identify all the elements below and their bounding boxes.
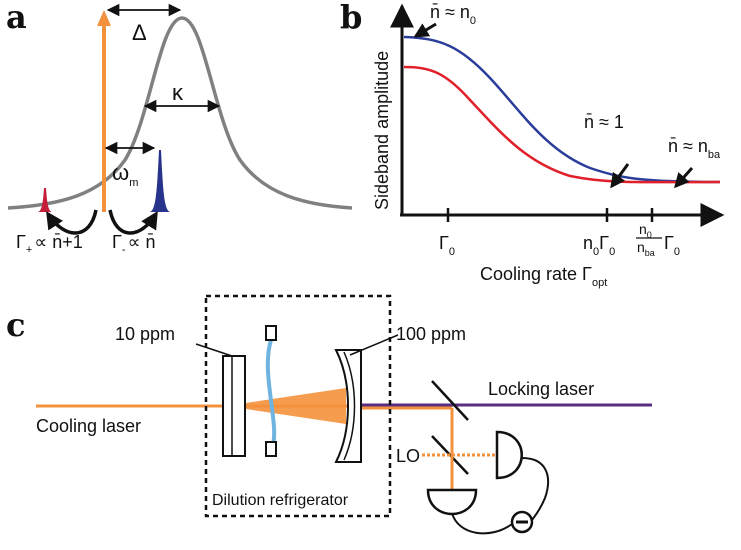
leader-100ppm [349, 334, 399, 356]
gamma-plus-label: Γ+ ∝ n̄+1 [16, 232, 83, 256]
dilution-refrigerator-label: Dilution refrigerator [212, 492, 349, 509]
membrane [265, 339, 277, 451]
detector-right [495, 430, 523, 480]
blue-sideband-peak [150, 150, 170, 212]
gamma-minus-label: Γ- ∝ n̄ [112, 232, 155, 256]
panel-label-b: b [340, 0, 362, 36]
leader-10ppm [195, 343, 233, 357]
panel-a: a Δ κ ωm Γ+ ∝ n̄+1 Γ- ∝ n̄ [6, 0, 353, 256]
panel-c: c Dilution refrigerator 10 ppm 100 ppm C… [6, 294, 652, 535]
dilution-refrigerator-box [204, 294, 392, 518]
annotation-nba: n̄ ≈ nba [668, 136, 721, 161]
cavity-mode [246, 388, 346, 424]
blue-curve [403, 35, 721, 184]
tick-label-frac: n0 nba Γ0 [636, 221, 680, 258]
svg-text:nba: nba [637, 239, 655, 258]
label-100ppm: 100 ppm [396, 324, 466, 344]
gamma-plus-arrow [46, 209, 98, 235]
curved-mirror [334, 349, 362, 463]
x-axis-label: Cooling rate Γopt [480, 264, 607, 289]
membrane-clamp-bottom [265, 441, 277, 457]
y-axis-label: Sideband amplitude [372, 51, 392, 210]
gamma-minus-arrow [108, 209, 158, 235]
annotation-n1-arrow [610, 163, 630, 189]
beam-splitter-1 [431, 380, 469, 421]
annotation-nba-arrow [674, 167, 694, 189]
panel-label-c: c [6, 306, 25, 344]
pump-arrowhead [97, 10, 111, 26]
svg-text:n0: n0 [639, 221, 652, 240]
label-10ppm: 10 ppm [115, 324, 175, 344]
tick-label-gamma0: Γ0 [439, 233, 455, 258]
red-sideband-peak [38, 188, 52, 212]
lo-label: LO [396, 446, 420, 466]
omega-label: ωm [112, 160, 138, 189]
detector-bottom [426, 488, 478, 516]
kappa-label: κ [172, 80, 184, 105]
svg-text:Γ0: Γ0 [664, 233, 680, 258]
annotation-n0-arrow [413, 22, 437, 38]
red-curve [403, 65, 721, 184]
annotation-n1: n̄ ≈ 1 [584, 112, 624, 132]
delta-label: Δ [132, 20, 147, 45]
flat-mirror [222, 355, 246, 457]
annotation-n0: n̄ ≈ n0 [430, 2, 476, 27]
detector-wire-bottom [451, 512, 513, 535]
panel-b: b Sideband amplitude Γ0 n0Γ0 n0 nba Γ0 C… [340, 0, 725, 289]
cooling-laser-label: Cooling laser [36, 416, 141, 436]
detector-wire-right [521, 457, 549, 521]
tick-label-n0gamma0: n0Γ0 [583, 233, 615, 258]
cavity-lorentzian [7, 16, 353, 210]
locking-laser-label: Locking laser [488, 379, 594, 399]
membrane-clamp-top [265, 325, 277, 341]
panel-label-a: a [6, 0, 27, 36]
